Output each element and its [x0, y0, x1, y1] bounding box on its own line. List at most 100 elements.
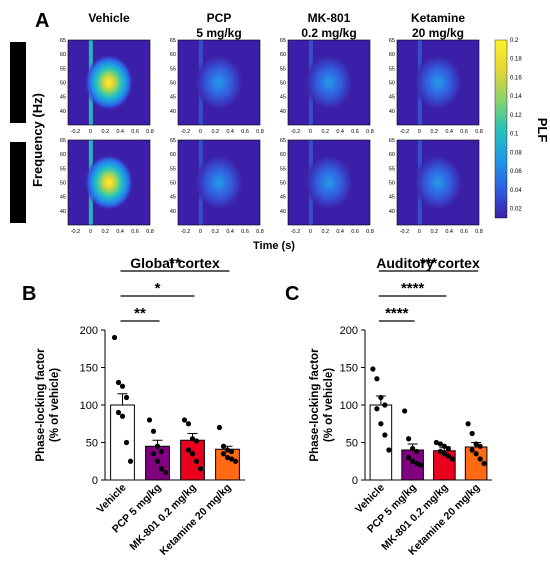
heatmap-x-tick-label: 0.8: [475, 229, 483, 235]
row-label-box: [10, 42, 26, 123]
row-label-text: Global cortex: [13, 50, 24, 114]
bar-chart: Auditory cortex 0 50 100 150 200 Phase-locking…: [309, 255, 492, 558]
heatmap-y-tick-label: 50: [389, 181, 395, 187]
heatmap-y-tick-label: 65: [280, 38, 286, 44]
heatmap-x-tick-label: 0.2: [211, 129, 219, 135]
heatmap-y-tick-label: 55: [60, 66, 66, 72]
y-axis-label: (% of vehicle): [49, 368, 61, 442]
heatmap-y-tick-label: 50: [280, 81, 286, 87]
data-point: [115, 409, 122, 416]
data-point: [382, 402, 388, 408]
heatmap-x-tick-label: 0.8: [256, 129, 264, 135]
heatmap-x-tick-label: 0.8: [146, 129, 154, 135]
heatmap: 65 60 55 50 45 40 -0.2 0 0.2 0.4 0.6 0.8: [170, 38, 264, 135]
heatmap: 65 60 55 50 45 40 -0.2 0 0.2 0.4 0.6 0.8: [60, 38, 154, 135]
y-axis-label: (% of vehicle): [323, 368, 335, 442]
data-point: [473, 451, 479, 457]
heatmap-column-subtitle: 5 mg/kg: [196, 26, 241, 40]
significance-label: *: [155, 280, 161, 297]
data-point: [469, 447, 475, 453]
x-tick-label: Vehicle: [95, 482, 129, 516]
heatmap-x-tick-label: 0.2: [321, 229, 329, 235]
heatmap-y-tick-label: 40: [389, 109, 395, 115]
data-point: [158, 448, 165, 455]
data-point: [382, 432, 388, 438]
data-point: [410, 445, 416, 452]
heatmap-x-tick-label: 0.6: [460, 129, 468, 135]
panel-letter-a: A: [35, 10, 49, 32]
data-point: [185, 447, 192, 453]
heatmap-x-tick-label: 0.8: [256, 229, 264, 235]
data-point: [193, 458, 200, 464]
heatmap-x-tick-label: 0: [89, 129, 92, 135]
heatmap-y-tick-label: 45: [60, 95, 66, 101]
heatmap-x-tick-label: 0.2: [321, 129, 329, 135]
significance-label: ****: [401, 280, 425, 297]
data-point: [228, 448, 235, 455]
data-point: [441, 443, 447, 449]
heatmap-y-tick-label: 40: [389, 209, 395, 215]
heatmap-x-tick-label: 0: [199, 229, 202, 235]
data-point: [374, 406, 380, 412]
heatmap-x-tick-label: 0.8: [475, 129, 483, 135]
heatmap-x-tick-label: 0.4: [445, 229, 453, 235]
heatmap-x-tick-label: -0.2: [71, 129, 80, 135]
heatmap-frame: [287, 139, 371, 226]
heatmap-y-tick-label: 55: [280, 166, 286, 172]
heatmap: 65 60 55 50 45 40 -0.2 0 0.2 0.4 0.6 0.8: [280, 138, 374, 235]
heatmap-frame: [396, 39, 480, 126]
data-point: [220, 443, 227, 449]
data-point: [228, 456, 235, 462]
data-point: [406, 436, 412, 442]
data-point: [123, 394, 130, 401]
heatmap-y-tick-label: 40: [170, 209, 176, 215]
data-point: [154, 458, 161, 464]
data-point: [477, 456, 483, 462]
heatmap: 65 60 55 50 45 40 -0.2 0 0.2 0.4 0.6 0.8: [280, 38, 374, 135]
y-tick-label: 200: [340, 325, 358, 337]
heatmap: 65 60 55 50 45 40 -0.2 0 0.2 0.4 0.6 0.8: [170, 138, 264, 235]
data-point: [410, 458, 416, 464]
data-point: [402, 408, 408, 414]
heatmap-frame: [396, 139, 480, 226]
heatmap-x-tick-label: 0.4: [336, 229, 344, 235]
heatmap-x-tick-label: 0.8: [366, 229, 374, 235]
heatmap-x-tick-label: 0.2: [211, 229, 219, 235]
colorbar-label: PLF: [535, 118, 550, 143]
heatmap-x-tick-label: 0.2: [101, 129, 109, 135]
row-label-text: Auditory cortex: [13, 145, 24, 219]
heatmap-y-tick-label: 60: [60, 52, 66, 58]
heatmap-y-tick-label: 50: [60, 181, 66, 187]
heatmap-y-tick-label: 50: [170, 81, 176, 87]
data-point: [123, 439, 130, 446]
significance-label: **: [169, 255, 181, 272]
heatmap-x-tick-label: 0.6: [351, 229, 359, 235]
heatmap-y-tick-label: 60: [389, 152, 395, 158]
heatmap-y-tick-label: 60: [60, 152, 66, 158]
heatmap-column-title: Vehicle: [88, 11, 130, 25]
y-tick-label: 50: [86, 438, 98, 450]
data-point: [162, 469, 169, 476]
heatmap-x-tick-label: 0.4: [116, 229, 124, 235]
heatmap-y-tick-label: 40: [170, 109, 176, 115]
colorbar-scale: [494, 39, 508, 219]
data-point: [469, 430, 475, 437]
heatmap-x-tick-label: 0: [309, 229, 312, 235]
data-point: [119, 413, 126, 419]
data-point: [445, 453, 451, 459]
heatmap-frame: [177, 39, 261, 126]
colorbar-tick-label: 0.16: [510, 75, 522, 81]
colorbar-tick-label: 0.08: [510, 150, 522, 156]
bar: [180, 439, 205, 481]
heatmap-x-tick-label: 0.4: [226, 129, 234, 135]
chart-title: Auditory cortex: [376, 255, 480, 271]
data-point: [224, 454, 231, 461]
colorbar-tick-label: 0.02: [510, 207, 522, 213]
data-point: [414, 460, 420, 467]
data-point: [193, 438, 200, 444]
heatmap-y-tick-label: 60: [170, 152, 176, 158]
heatmap-y-tick-label: 60: [280, 152, 286, 158]
heatmap-y-tick-label: 55: [60, 166, 66, 172]
heatmap-y-tick-label: 65: [280, 138, 286, 144]
y-tick-label: 200: [80, 325, 98, 337]
